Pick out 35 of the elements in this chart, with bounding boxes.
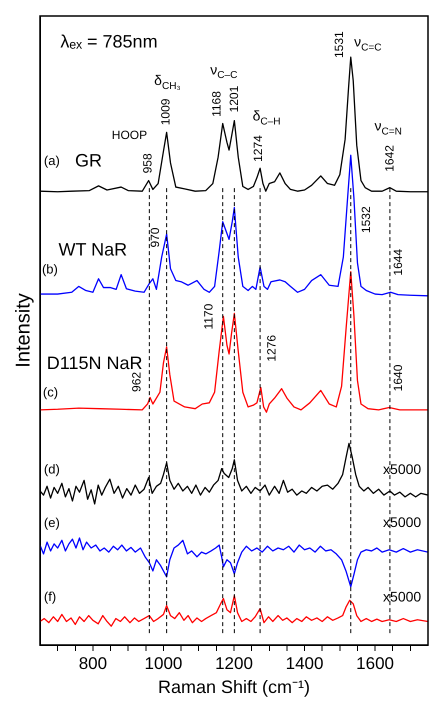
x-tick-label: 1600 — [356, 654, 394, 673]
annotation: 958 — [140, 153, 154, 174]
x-tick-label: 800 — [78, 654, 108, 673]
annotation: 1274 — [251, 134, 266, 162]
text: λₑₓ = 785nm — [60, 32, 158, 52]
x-axis-title: Raman Shift (cm⁻¹) — [158, 677, 310, 698]
annotation: (d) — [44, 462, 60, 477]
annotation: x5000 — [383, 514, 422, 530]
annotation: 1009 — [158, 98, 173, 126]
annotation: 1640 — [391, 364, 406, 392]
x-tick-label: 1400 — [286, 654, 324, 673]
annotation: 1644 — [391, 248, 406, 276]
annotation: (e) — [44, 514, 60, 530]
annotation: 1642 — [382, 144, 396, 172]
series-label: D115N NaR — [46, 353, 143, 374]
x-tick-label: 1200 — [215, 654, 253, 673]
annotation: (b) — [42, 262, 58, 277]
annotation: x5000 — [383, 460, 422, 477]
annotation: 1201 — [226, 85, 241, 112]
annotation: 1531 — [332, 31, 346, 58]
y-axis-title: Intensity — [12, 293, 35, 368]
annotation: 962 — [130, 372, 144, 392]
annotation: 970 — [148, 227, 162, 248]
annotation: 1170 — [202, 303, 216, 330]
annotation: 1276 — [264, 334, 279, 362]
annotation: 1168 — [209, 90, 224, 117]
annotation: (c) — [42, 384, 58, 400]
x-tick-label: 1000 — [144, 654, 182, 673]
annotation: x5000 — [383, 588, 422, 604]
series-label: GR — [75, 150, 102, 170]
annotation: (f) — [44, 589, 56, 604]
series-label: WT NaR — [58, 239, 128, 260]
annotation: 1532 — [359, 206, 374, 234]
annotation: (a) — [44, 152, 60, 168]
annotation: HOOP — [112, 128, 148, 142]
